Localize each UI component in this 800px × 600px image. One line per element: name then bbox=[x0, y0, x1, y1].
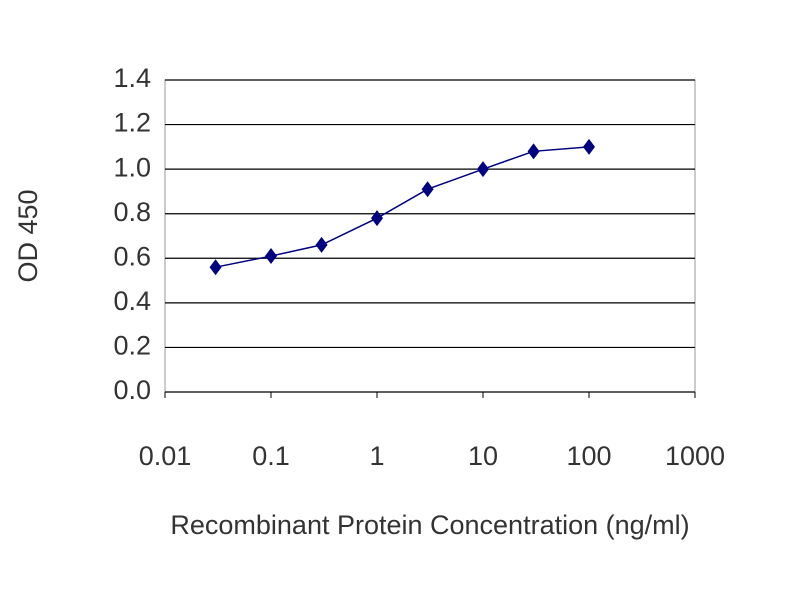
plot-area bbox=[164, 79, 696, 393]
y-axis-label: OD 450 bbox=[13, 189, 43, 282]
x-tick-label: 0.01 bbox=[139, 441, 192, 471]
y-tick-label: 0.4 bbox=[113, 286, 151, 316]
marker bbox=[371, 210, 383, 227]
y-tick-label: 1.2 bbox=[113, 108, 151, 138]
y-tick-label: 1.4 bbox=[113, 63, 151, 93]
marker bbox=[315, 236, 328, 253]
marker bbox=[527, 143, 540, 160]
x-tick-label: 10 bbox=[468, 441, 498, 471]
x-axis-label: Recombinant Protein Concentration (ng/ml… bbox=[170, 510, 689, 540]
marker bbox=[265, 248, 277, 265]
y-tick-label: 0.8 bbox=[113, 197, 151, 227]
marker bbox=[583, 138, 595, 155]
y-tick-label: 0.6 bbox=[113, 241, 151, 271]
y-tick-label: 1.0 bbox=[113, 152, 151, 182]
y-tick-label: 0.2 bbox=[113, 331, 151, 361]
x-tick-label: 100 bbox=[566, 441, 611, 471]
marker bbox=[477, 161, 489, 178]
marker bbox=[421, 181, 434, 198]
x-tick-label: 1 bbox=[369, 441, 384, 471]
x-tick-label: 1000 bbox=[665, 441, 725, 471]
line bbox=[215, 146, 590, 268]
y-tick-label: 0.0 bbox=[113, 375, 151, 405]
marker bbox=[209, 259, 222, 276]
x-tick-label: 0.1 bbox=[252, 441, 290, 471]
